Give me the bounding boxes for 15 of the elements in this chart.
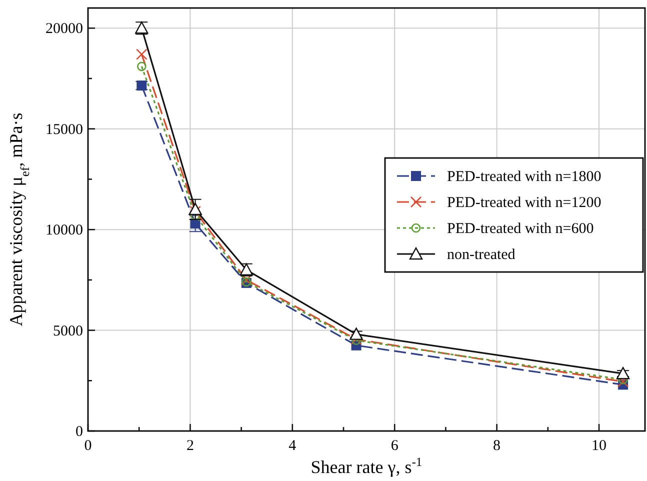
y-tick-label: 10000 [46,222,83,239]
x-tick-label: 2 [186,438,194,454]
x-tick-label: 6 [390,438,399,454]
legend-label: PED-treated with n=1200 [447,195,602,211]
x-tick-label: 10 [592,438,607,454]
legend-label: non-treated [447,247,516,263]
x-axis-title: Shear rate γ, s$^{-1}$ [310,455,422,477]
y-tick-label: 15000 [46,122,83,138]
legend-label: PED-treated with n=1800 [447,169,602,185]
y-tick-label: 20000 [46,21,83,38]
y-tick-label: 0 [76,424,83,440]
legend-label: PED-treated with n=600 [447,221,594,237]
y-tick-label: 5000 [53,323,83,340]
x-tick-label: 8 [493,438,501,454]
x-tick-label: 4 [288,438,297,454]
